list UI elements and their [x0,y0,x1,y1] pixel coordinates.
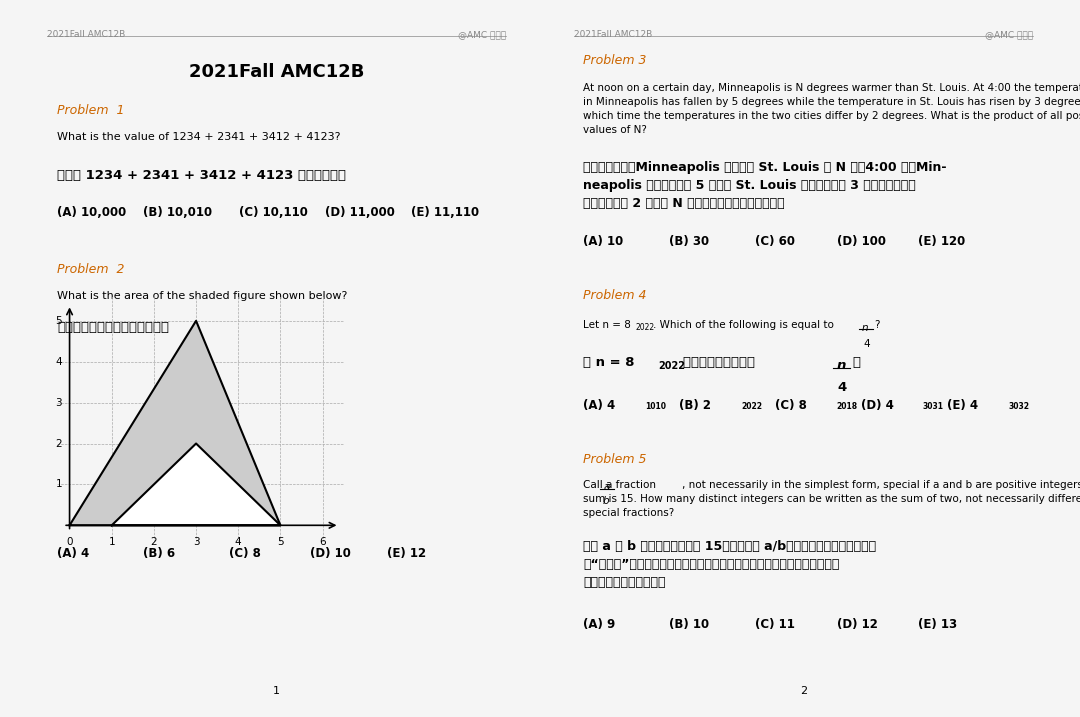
Text: (D) 100: (D) 100 [837,235,886,249]
Text: (E) 11,110: (E) 11,110 [410,206,478,219]
Text: Problem 4: Problem 4 [583,290,647,303]
Text: (D) 11,000: (D) 11,000 [325,206,394,219]
Text: 下图中阴影部分的面积是多少？: 下图中阴影部分的面积是多少？ [57,321,168,334]
Text: (A) 4: (A) 4 [57,546,90,559]
Text: 2022: 2022 [741,402,762,411]
Text: (E) 13: (E) 13 [918,618,957,631]
Text: 3032: 3032 [1009,402,1029,411]
Text: (B) 30: (B) 30 [670,235,710,249]
Text: (C) 10,110: (C) 10,110 [239,206,308,219]
Text: 。问以下哪一项等于: 。问以下哪一项等于 [683,356,759,369]
Text: 2022: 2022 [658,361,685,371]
Text: (E) 12: (E) 12 [387,546,426,559]
Text: ？: ？ [852,356,860,369]
Text: What is the area of the shaded figure shown below?: What is the area of the shaded figure sh… [57,291,348,300]
Text: 0: 0 [66,537,72,547]
Text: 2021Fall AMC12B: 2021Fall AMC12B [48,30,125,39]
Text: @AMC 係乐部: @AMC 係乐部 [458,30,507,39]
Text: Problem  1: Problem 1 [57,104,124,117]
Polygon shape [111,444,281,526]
Text: 4: 4 [838,381,847,394]
Text: Let n = 8: Let n = 8 [583,320,632,330]
Text: What is the value of 1234 + 2341 + 3412 + 4123?: What is the value of 1234 + 2341 + 3412 … [57,132,340,142]
Text: Problem 3: Problem 3 [583,54,647,67]
Text: 2021Fall AMC12B: 2021Fall AMC12B [189,62,364,81]
Text: (C) 11: (C) 11 [756,618,795,631]
Text: n: n [862,323,868,333]
Text: . Which of the following is equal to: . Which of the following is equal to [653,320,834,330]
Text: Problem  2: Problem 2 [57,263,124,276]
Text: 5: 5 [55,315,62,326]
Text: 6: 6 [320,537,326,547]
Text: 3: 3 [55,398,62,408]
Text: b: b [603,496,609,506]
Text: (E) 120: (E) 120 [918,235,966,249]
Text: 4: 4 [235,537,242,547]
Text: At noon on a certain day, Minneapolis is N degrees warmer than St. Louis. At 4:0: At noon on a certain day, Minneapolis is… [583,83,1080,136]
Text: (C) 60: (C) 60 [756,235,796,249]
Text: ?: ? [874,320,879,330]
Text: (A) 10: (A) 10 [583,235,623,249]
Text: (B) 10,010: (B) 10,010 [143,206,212,219]
Text: @AMC 係乐部: @AMC 係乐部 [985,30,1032,39]
Text: Call a fraction        , not necessarily in the simplest form, special if a and : Call a fraction , not necessarily in the… [583,480,1080,518]
Polygon shape [69,320,281,526]
Text: 某一天的中午，Minneapolis 的气温比 St. Louis 高 N 度。4:00 时，Min-
neapolis 的气温下降了 5 度，而 St. Lo: 某一天的中午，Minneapolis 的气温比 St. Louis 高 N 度。… [583,161,947,210]
Text: (A) 10,000: (A) 10,000 [57,206,126,219]
Text: (D) 12: (D) 12 [837,618,878,631]
Text: (A) 9: (A) 9 [583,618,616,631]
Text: 4: 4 [55,357,62,366]
Text: a: a [604,483,610,493]
Text: (E) 4: (E) 4 [947,399,977,412]
Text: 3: 3 [192,537,200,547]
Text: (C) 8: (C) 8 [229,546,261,559]
Text: 4: 4 [863,339,869,349]
Text: (B) 6: (B) 6 [143,546,175,559]
Text: 2: 2 [799,685,807,695]
Text: 2022: 2022 [635,323,654,332]
Text: 如果 a 和 b 是正整数，总和为 15，那么分数 a/b，无论是否为最简形式，称
为“特殊的”。问有多少个不同的整数可以写成两个特殊分数的和，这里的两
个特殊: 如果 a 和 b 是正整数，总和为 15，那么分数 a/b，无论是否为最简形式，… [583,541,877,589]
Text: (C) 8: (C) 8 [774,399,807,412]
Text: (D) 10: (D) 10 [310,546,351,559]
Text: 2018: 2018 [837,402,858,411]
Text: (B) 10: (B) 10 [670,618,710,631]
Text: 2: 2 [150,537,158,547]
Text: 5: 5 [278,537,284,547]
Text: (A) 4: (A) 4 [583,399,616,412]
Text: 2: 2 [55,439,62,449]
Text: n: n [837,359,846,372]
Text: 1: 1 [273,685,280,695]
Text: Problem 5: Problem 5 [583,452,647,465]
Text: 2021Fall AMC12B: 2021Fall AMC12B [573,30,652,39]
Text: 1010: 1010 [646,402,666,411]
Text: 1: 1 [55,480,62,490]
Text: (B) 2: (B) 2 [679,399,711,412]
Text: 表达式 1234 + 2341 + 3412 + 4123 的值是多少？: 表达式 1234 + 2341 + 3412 + 4123 的值是多少？ [57,169,346,182]
Text: 1: 1 [108,537,116,547]
Text: (D) 4: (D) 4 [861,399,893,412]
Text: 3031: 3031 [922,402,944,411]
Text: 设 n = 8: 设 n = 8 [583,356,635,369]
